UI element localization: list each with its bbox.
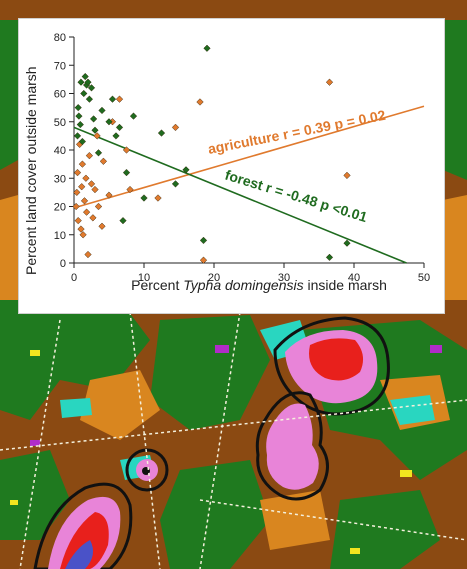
agriculture-point <box>82 174 90 182</box>
forest-point <box>75 112 83 120</box>
agriculture-point <box>72 202 80 211</box>
y-tick-label: 30 <box>54 173 66 185</box>
agriculture-point <box>154 194 162 202</box>
agriculture-point <box>94 202 103 211</box>
marsh-northeast <box>273 316 390 416</box>
agriculture-annotation: agriculture r = 0.39 p = 0.02 <box>207 107 387 157</box>
marsh-central <box>255 391 329 501</box>
forest-point <box>89 115 98 123</box>
forest-point <box>81 72 89 81</box>
agriculture-point <box>73 168 82 177</box>
forest-point <box>74 103 82 112</box>
agriculture-point <box>74 216 82 225</box>
forest-point <box>84 78 92 86</box>
forest-point <box>157 129 166 137</box>
agriculture-point <box>343 171 351 180</box>
forest-point <box>171 180 180 188</box>
forest-point <box>105 118 113 126</box>
x-tick-label: 50 <box>418 272 430 284</box>
agriculture-point <box>73 188 81 197</box>
agriculture-point <box>325 78 334 86</box>
forest-point <box>199 236 208 245</box>
forest-point <box>325 253 334 262</box>
forest-point <box>80 89 88 98</box>
agriculture-point <box>99 157 108 165</box>
x-axis-label-species: Typha domingensis <box>183 277 303 293</box>
forest-point <box>182 166 190 174</box>
forest-point <box>85 95 94 103</box>
agriculture-point <box>171 123 180 132</box>
forest-point <box>203 44 211 52</box>
agriculture-point <box>84 250 92 259</box>
forest-point <box>112 132 120 140</box>
forest-point <box>73 132 82 140</box>
y-tick-label: 0 <box>60 258 66 270</box>
x-tick-label: 30 <box>278 272 290 284</box>
agriculture-point <box>79 231 87 239</box>
x-axis-label-prefix: Percent <box>131 277 183 293</box>
agriculture-point <box>87 180 96 188</box>
forest-point <box>91 126 99 134</box>
agriculture-point <box>105 191 113 199</box>
y-tick-label: 40 <box>54 145 66 157</box>
y-tick-label: 70 <box>54 60 66 72</box>
agriculture-point <box>115 95 124 103</box>
agriculture-point <box>82 208 91 216</box>
y-axis-label: Percent land cover outside marsh <box>23 66 39 275</box>
x-axis-ticks: 0 10 20 30 40 50 <box>71 263 430 284</box>
chart-panel: 0 10 20 30 40 50 60 70 80 0 10 20 30 40 50 agricultur… <box>18 18 445 314</box>
agriculture-point <box>196 98 204 106</box>
forest-point <box>94 149 103 157</box>
x-tick-label: 10 <box>138 272 150 284</box>
marsh-small <box>125 448 169 492</box>
agriculture-point <box>85 151 94 160</box>
forest-point <box>129 112 138 120</box>
x-axis-label: Percent Typha domingensis inside marsh <box>131 277 387 293</box>
y-tick-label: 60 <box>54 89 66 101</box>
x-tick-label: 0 <box>71 272 77 284</box>
forest-point <box>122 168 131 177</box>
forest-point <box>343 239 351 247</box>
agriculture-point <box>78 183 86 191</box>
forest-point <box>98 106 106 115</box>
agriculture-fit-line <box>73 105 425 209</box>
y-tick-label: 80 <box>54 32 66 44</box>
y-tick-label: 20 <box>54 202 66 214</box>
agriculture-point <box>199 256 208 264</box>
agriculture-point <box>78 160 87 168</box>
forest-point <box>140 194 148 202</box>
yellow-patches <box>10 350 412 554</box>
agriculture-point <box>77 225 85 233</box>
forest-point <box>87 84 96 92</box>
agriculture-point <box>91 185 99 194</box>
x-tick-label: 40 <box>348 272 360 284</box>
purple-patches <box>30 345 442 446</box>
x-tick-label: 20 <box>208 272 220 284</box>
agriculture-point <box>89 214 97 222</box>
marsh-southwest <box>33 482 133 569</box>
forest-point <box>115 123 124 132</box>
forest-point <box>76 120 84 129</box>
y-tick-label: 50 <box>54 117 66 129</box>
x-axis-label-suffix: inside marsh <box>304 277 387 293</box>
data-points <box>72 44 351 264</box>
agriculture-point <box>93 132 101 140</box>
y-axis-ticks: 0 10 20 30 40 50 60 70 80 <box>54 32 74 270</box>
forest-point <box>119 216 127 225</box>
forest-point <box>77 78 85 86</box>
forest-patches <box>0 20 467 569</box>
agriculture-point <box>98 222 106 230</box>
agriculture-point <box>80 197 89 205</box>
agriculture-point <box>126 185 134 194</box>
scatter-chart: 0 10 20 30 40 50 60 70 80 0 10 20 30 40 50 agricultur… <box>23 32 430 293</box>
agriculture-point <box>122 146 131 154</box>
y-tick-label: 10 <box>54 230 66 242</box>
forest-point <box>108 95 117 103</box>
forest-point <box>78 137 87 146</box>
road-lines <box>0 311 467 569</box>
